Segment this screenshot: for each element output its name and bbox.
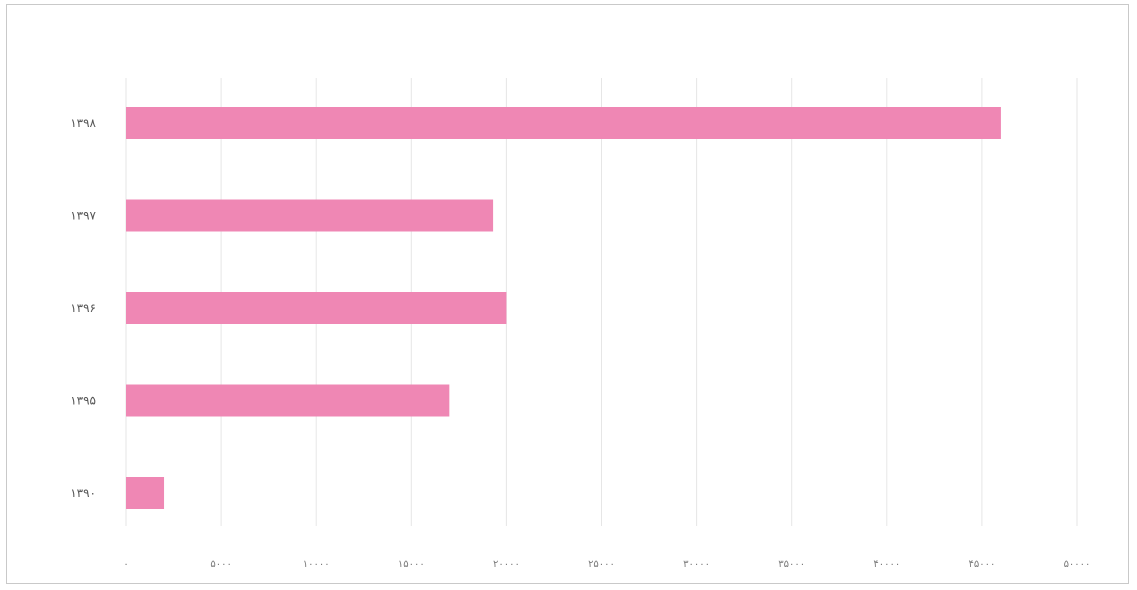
category-label: ۱۳۹۰	[70, 486, 96, 500]
x-tick-label: ۲۰۰۰۰	[493, 559, 520, 570]
x-tick-label: ۱۰۰۰۰	[303, 559, 330, 570]
category-label: ۱۳۹۸	[70, 116, 96, 130]
category-label: ۱۳۹۶	[70, 301, 96, 315]
x-tick-labels: ۰ ۵۰۰۰ ۱۰۰۰۰ ۱۵۰۰۰ ۲۰۰۰۰ ۲۵۰۰۰ ۳۰۰۰۰ ۳۵۰۰۰ ۴۰۰۰۰…	[123, 559, 1090, 570]
x-tick-label: ۳۵۰۰۰	[778, 559, 805, 570]
x-tick-label: ۴۰۰۰۰	[873, 559, 900, 570]
category-label: ۱۳۹۷	[70, 209, 96, 223]
x-tick-label: ۰	[123, 559, 128, 570]
bars	[126, 107, 1001, 509]
grid-lines	[125, 78, 1078, 526]
bar	[126, 384, 450, 417]
x-tick-label: ۴۵۰۰۰	[968, 559, 995, 570]
bar	[126, 199, 494, 232]
category-labels: ۱۳۹۸ ۱۳۹۷ ۱۳۹۶ ۱۳۹۵ ۱۳۹۰	[70, 116, 96, 500]
x-tick-label: ۳۰۰۰۰	[683, 559, 710, 570]
x-tick-label: ۲۵۰۰۰	[588, 559, 615, 570]
x-tick-label: ۵۰۰۰۰	[1064, 559, 1091, 570]
bar	[126, 107, 1001, 139]
category-label: ۱۳۹۵	[70, 394, 96, 408]
x-tick-label: ۵۰۰۰	[210, 559, 231, 570]
x-tick-label: ۱۵۰۰۰	[398, 559, 425, 570]
bar	[126, 292, 507, 324]
bar	[126, 477, 165, 509]
